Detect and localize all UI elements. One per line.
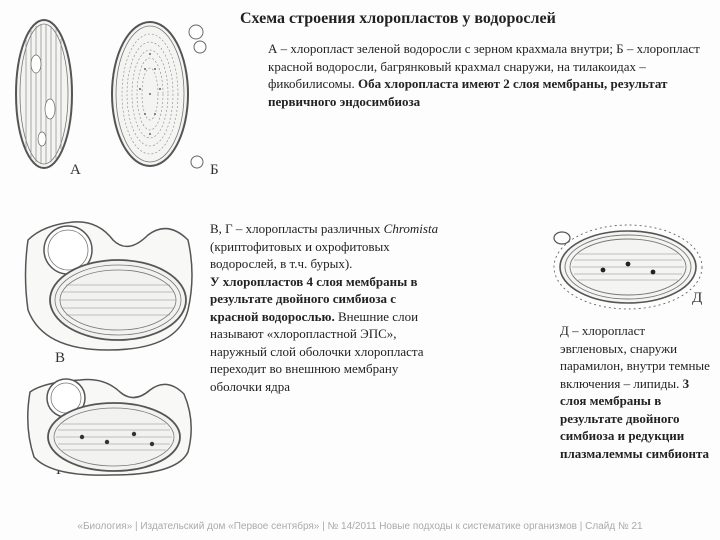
- diagram-b: [100, 14, 215, 174]
- diagram-a: [12, 14, 77, 174]
- desc-vg-p2: (криптофитовых и охрофитовых водорослей,…: [210, 239, 390, 272]
- description-d: Д – хлоропласт эвгленовых, снаружи парам…: [560, 322, 710, 462]
- page-title: Схема строения хлоропластов у водорослей: [240, 10, 700, 28]
- footer-citation: «Биология» | Издательский дом «Первое се…: [0, 521, 720, 532]
- desc-vg-italic: Chromista: [384, 221, 438, 236]
- desc-vg-p1: В, Г – хлоропласты различных: [210, 221, 384, 236]
- diagram-d: [548, 220, 708, 315]
- diagram-g: [22, 372, 197, 482]
- description-vg: В, Г – хлоропласты различных Chromista (…: [210, 220, 440, 395]
- diagram-v: [18, 210, 198, 365]
- description-ab: А – хлоропласт зеленой водоросли с зерно…: [268, 40, 700, 110]
